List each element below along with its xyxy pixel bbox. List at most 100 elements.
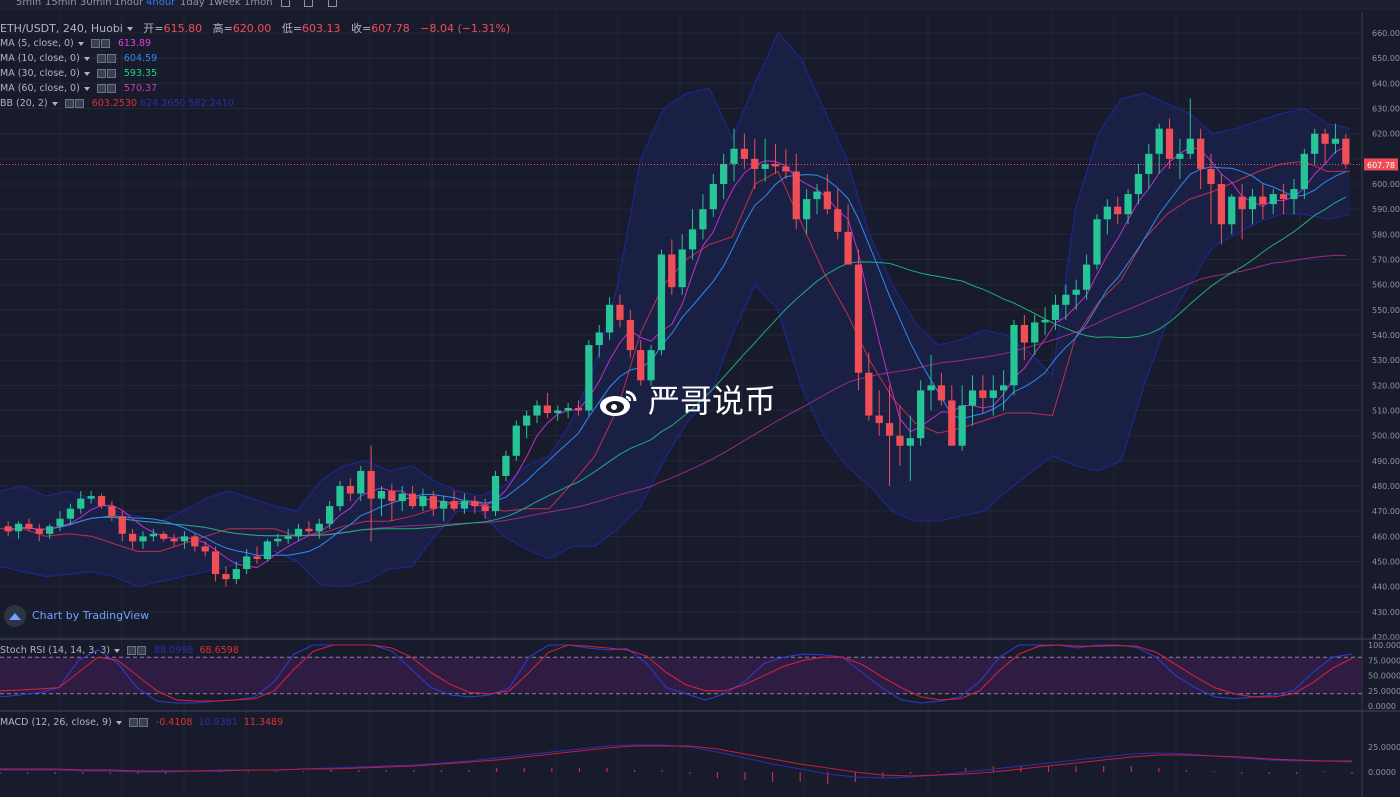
screenshot-icon[interactable]	[328, 0, 337, 7]
settings-icon[interactable]	[128, 718, 138, 727]
timeframe-30min[interactable]: 30min	[80, 0, 112, 8]
legend-buttons[interactable]	[96, 83, 117, 94]
legend-buttons[interactable]	[128, 717, 149, 728]
settings-icon[interactable]	[96, 54, 106, 63]
timeframe-15min[interactable]: 15min	[45, 0, 77, 8]
candle-body	[699, 209, 707, 230]
legend-stoch[interactable]: Stoch RSI (14, 14, 3, 3) 88.0998 68.6598	[0, 645, 239, 656]
ma30-line	[8, 196, 1347, 537]
candle-body	[875, 415, 883, 424]
candle-body	[4, 526, 12, 532]
timeframe-4hour[interactable]: 4hour	[146, 0, 176, 8]
legend-bb[interactable]: BB (20, 2) 603.2530 624.2650 582.2410	[0, 98, 234, 109]
price-tick-label: 430.00	[1372, 608, 1400, 617]
legend-ma30[interactable]: MA (30, close, 0) 593.35	[0, 68, 157, 79]
settings-icon[interactable]	[127, 646, 137, 655]
candle-body	[201, 546, 209, 552]
legend-buttons[interactable]	[96, 53, 117, 64]
legend-ma5[interactable]: MA (5, close, 0) 613.89	[0, 38, 151, 49]
candle-body	[1269, 194, 1277, 205]
candle	[523, 410, 531, 439]
candle	[4, 521, 12, 537]
timeframe-1day[interactable]: 1day	[180, 0, 205, 8]
candle	[979, 375, 987, 414]
chevron-down-icon[interactable]	[126, 27, 133, 31]
price-tick-label: 510.00	[1372, 407, 1400, 416]
settings-icon[interactable]	[304, 0, 313, 7]
settings-icon[interactable]	[90, 39, 100, 48]
timeframe-1hour[interactable]: 1hour	[114, 0, 144, 8]
candle	[1238, 184, 1246, 240]
close-icon[interactable]	[106, 54, 116, 63]
candle	[1342, 133, 1350, 169]
legend-ma10[interactable]: MA (10, close, 0) 604.59	[0, 53, 157, 64]
candle	[450, 491, 458, 512]
symbol-label[interactable]: ETH/USDT, 240, Huobi	[0, 22, 123, 35]
candle-body	[398, 493, 406, 502]
candle	[668, 239, 676, 295]
close-icon[interactable]	[100, 39, 110, 48]
candle	[657, 249, 666, 356]
candle	[1020, 314, 1028, 361]
candle-body	[471, 501, 479, 507]
legend-buttons[interactable]	[96, 68, 117, 79]
candle	[896, 405, 904, 466]
chevron-down-icon[interactable]	[83, 71, 90, 76]
candle-body	[1165, 128, 1174, 159]
legend-ma60[interactable]: MA (60, close, 0) 570.37	[0, 83, 157, 94]
candle	[709, 173, 717, 217]
candle	[512, 420, 520, 461]
legend-buttons[interactable]	[127, 645, 147, 656]
candle	[688, 209, 697, 260]
candle-body	[574, 407, 583, 411]
candle	[87, 491, 95, 504]
candle	[771, 143, 780, 174]
chevron-down-icon[interactable]	[115, 720, 122, 725]
candle-body	[1145, 153, 1153, 174]
settings-icon[interactable]	[64, 99, 74, 108]
settings-icon[interactable]	[96, 69, 106, 78]
chevron-down-icon[interactable]	[83, 56, 90, 61]
candle	[491, 470, 500, 517]
candle-body	[1217, 184, 1226, 225]
candle	[139, 531, 147, 549]
price-tick-label: 620.00	[1372, 130, 1400, 139]
candle	[1321, 128, 1329, 164]
legend-macd-hist: -0.4108	[155, 717, 193, 728]
chevron-down-icon[interactable]	[83, 86, 90, 91]
candle	[180, 531, 189, 549]
chevron-down-icon[interactable]	[51, 101, 58, 106]
candle-body	[357, 470, 365, 494]
close-label: 收	[351, 22, 363, 35]
legend-buttons[interactable]	[90, 38, 111, 49]
legend-bb-lower: 582.2410	[188, 98, 234, 109]
close-icon[interactable]	[106, 84, 116, 93]
timeframe-1week[interactable]: 1week	[208, 0, 241, 8]
settings-icon[interactable]	[96, 84, 106, 93]
legend-buttons[interactable]	[64, 98, 85, 109]
candle	[626, 309, 634, 358]
timeframe-1mon[interactable]: 1mon	[244, 0, 273, 8]
candle	[253, 546, 261, 565]
price-tick-label: 550.00	[1372, 306, 1400, 315]
candle	[1114, 196, 1122, 225]
candle-body	[97, 496, 106, 507]
close-icon[interactable]	[74, 99, 84, 108]
candle	[1207, 153, 1215, 225]
chevron-down-icon[interactable]	[114, 648, 121, 653]
bollinger-upper-line	[0, 31, 1351, 522]
close-icon[interactable]	[138, 718, 148, 727]
tradingview-link[interactable]: Chart by TradingView	[4, 605, 149, 627]
close-icon[interactable]	[137, 646, 147, 655]
candle	[989, 375, 997, 416]
price-tick-label: 660.00	[1372, 29, 1400, 38]
candle	[616, 294, 624, 328]
chevron-down-icon[interactable]	[77, 41, 84, 46]
candle	[77, 491, 85, 514]
legend-macd[interactable]: MACD (12, 26, close, 9) -0.4108 10.9381 …	[0, 717, 283, 728]
candle-body	[315, 523, 323, 532]
close-icon[interactable]	[106, 69, 116, 78]
indicators-icon[interactable]	[281, 0, 290, 7]
timeframe-5min[interactable]: 5min	[16, 0, 42, 8]
